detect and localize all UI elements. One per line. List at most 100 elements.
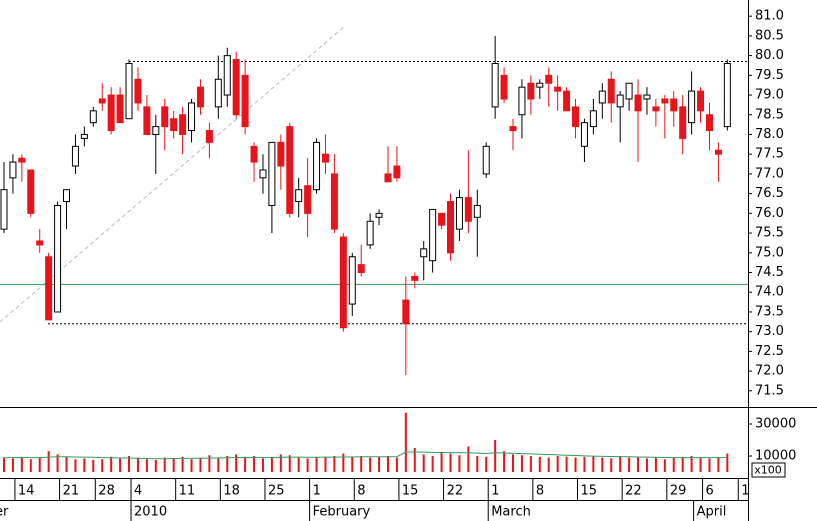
candle-body — [214, 78, 222, 108]
volume-bar — [29, 459, 32, 472]
x-tick-label: 1 — [313, 484, 321, 499]
candle-body — [250, 145, 258, 163]
candle-body — [0, 189, 8, 230]
x-tick-label: 22 — [625, 484, 642, 499]
candle-body — [580, 122, 588, 147]
candle-body — [545, 74, 553, 84]
candle-body — [116, 94, 124, 124]
candle-body — [705, 114, 713, 132]
volume-bar — [38, 457, 41, 472]
volume-bar — [422, 454, 425, 472]
volume-bar — [449, 453, 452, 472]
candle-body — [366, 220, 374, 246]
y-tick-label: 79.0 — [755, 88, 784, 103]
candle-body — [161, 106, 169, 128]
candle-body — [9, 161, 17, 179]
x-tick-label: 15 — [402, 484, 419, 499]
volume-bar — [199, 457, 202, 472]
candle-body — [384, 173, 392, 183]
volume-bar — [244, 456, 247, 472]
candle-body — [563, 90, 571, 112]
candle-body — [625, 82, 633, 100]
trend-line — [0, 25, 346, 323]
volume-bar — [154, 460, 157, 472]
month-label: er — [0, 505, 9, 520]
candle-body — [295, 189, 303, 203]
volume-bar — [65, 456, 68, 472]
candle-body — [357, 264, 365, 274]
volume-bar — [619, 456, 622, 472]
y-tick-label: 71.5 — [755, 383, 784, 398]
volume-bar — [333, 456, 336, 472]
candle-body — [670, 98, 678, 112]
volume-bar — [208, 455, 211, 472]
candle-body — [205, 130, 213, 143]
candle-body — [321, 153, 329, 163]
volume-bar — [628, 457, 631, 472]
candle-body — [54, 204, 62, 313]
candle-body — [607, 78, 615, 104]
y-tick-label: 73.5 — [755, 304, 784, 319]
volume-bar — [101, 459, 104, 472]
candle-body — [348, 256, 356, 305]
candle-body — [304, 185, 312, 214]
candle-body — [509, 126, 517, 132]
volume-bar — [431, 456, 434, 472]
volume-bar — [538, 456, 541, 472]
volume-bar — [360, 456, 363, 472]
y-tick-label: 77.5 — [755, 147, 784, 162]
candle-body — [188, 102, 196, 132]
volume-bar — [217, 457, 220, 472]
candle-body — [536, 82, 544, 88]
candle-body — [45, 256, 53, 321]
volume-bar — [378, 456, 381, 472]
volume-bar — [261, 458, 264, 472]
volume-bar — [342, 453, 345, 472]
volume-bar — [315, 457, 318, 472]
candle-body — [393, 165, 401, 179]
volume-bar — [637, 456, 640, 472]
y-tick-label: 75.0 — [755, 245, 784, 260]
candle-body — [241, 74, 249, 128]
unit-box — [751, 462, 786, 478]
candle-body — [232, 59, 240, 116]
volume-bar — [92, 460, 95, 472]
volume-bar — [404, 412, 407, 472]
y-tick-label: 78.5 — [755, 107, 784, 122]
candle-body — [634, 94, 642, 112]
x-tick-label: 6 — [706, 484, 714, 499]
x-tick-label: 8 — [536, 484, 544, 499]
volume-bar — [601, 457, 604, 472]
volume-bar — [395, 457, 398, 472]
candle-body — [36, 240, 44, 246]
volume-bar — [136, 457, 139, 472]
candle-body — [143, 106, 151, 135]
candle-body — [589, 110, 597, 128]
volume-bar — [610, 458, 613, 472]
volume-bar — [574, 457, 577, 472]
volume-bar — [654, 457, 657, 472]
x-tick-label: 22 — [447, 484, 464, 499]
x-tick-label: 29 — [670, 484, 687, 499]
volume-bar — [181, 456, 184, 472]
y-tick-label: 30000 — [755, 417, 796, 432]
candle-body — [286, 126, 294, 214]
candle-body — [125, 62, 133, 120]
volume-bar — [690, 456, 693, 472]
volume-bar — [529, 456, 532, 472]
volume-bar — [163, 457, 166, 472]
candle-body — [402, 299, 410, 325]
candle-body — [464, 197, 472, 222]
candle-body — [679, 106, 687, 139]
candle-body — [491, 62, 499, 108]
volume-bar — [512, 454, 515, 472]
candle-body — [643, 94, 651, 100]
y-tick-label: 72.5 — [755, 344, 784, 359]
x-tick-label: 11 — [179, 484, 196, 499]
candle-body — [330, 173, 338, 230]
volume-bar — [520, 455, 523, 472]
volume-bar — [663, 459, 666, 472]
volume-bar — [494, 440, 497, 472]
candle-body — [572, 106, 580, 128]
candle-body — [518, 86, 526, 116]
